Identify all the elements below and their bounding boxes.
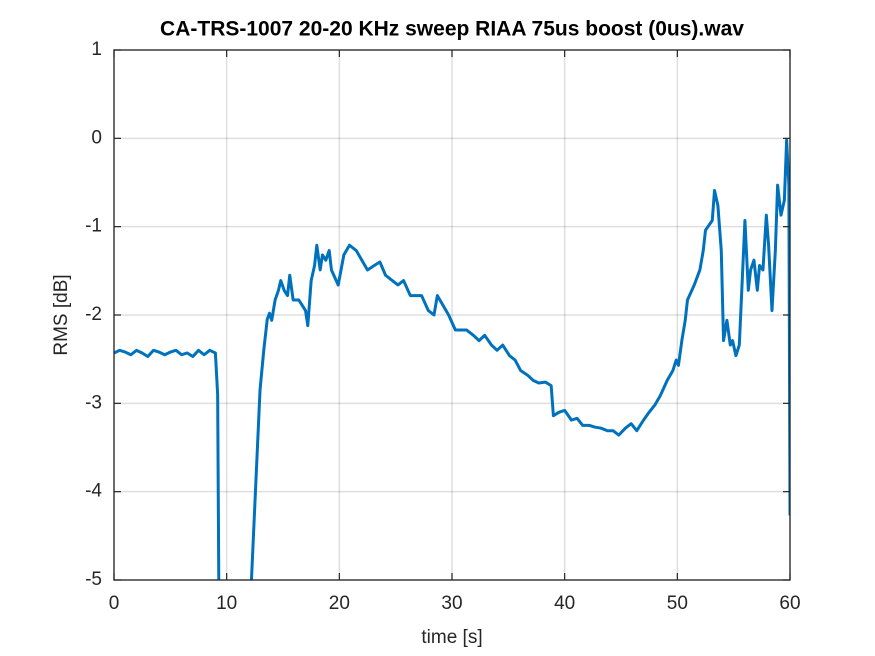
data-line [114,138,790,580]
plot-area [114,138,790,580]
y-tick-label: -2 [85,304,102,325]
y-tick-label: -4 [85,481,102,502]
x-tick-label: 50 [667,593,688,614]
x-tick-label: 10 [216,593,237,614]
x-axis-label: time [s] [421,627,482,648]
y-tick-label: -3 [85,392,102,413]
chart-title: CA-TRS-1007 20-20 KHz sweep RIAA 75us bo… [160,18,744,41]
x-tick-label: 40 [554,593,575,614]
y-tick-label: -5 [85,569,102,590]
y-tick-label: 0 [91,127,102,148]
x-tick-label: 0 [109,593,120,614]
y-axis-label: RMS [dB] [51,274,72,355]
y-tick-label: -1 [85,216,102,237]
x-tick-label: 20 [329,593,350,614]
y-tick-label: 1 [91,39,102,60]
x-tick-label: 30 [441,593,462,614]
x-tick-label: 60 [779,593,800,614]
tick-labels: 0 10 20 30 40 50 60 -5 -4 -3 -2 -1 0 1 [85,39,800,614]
